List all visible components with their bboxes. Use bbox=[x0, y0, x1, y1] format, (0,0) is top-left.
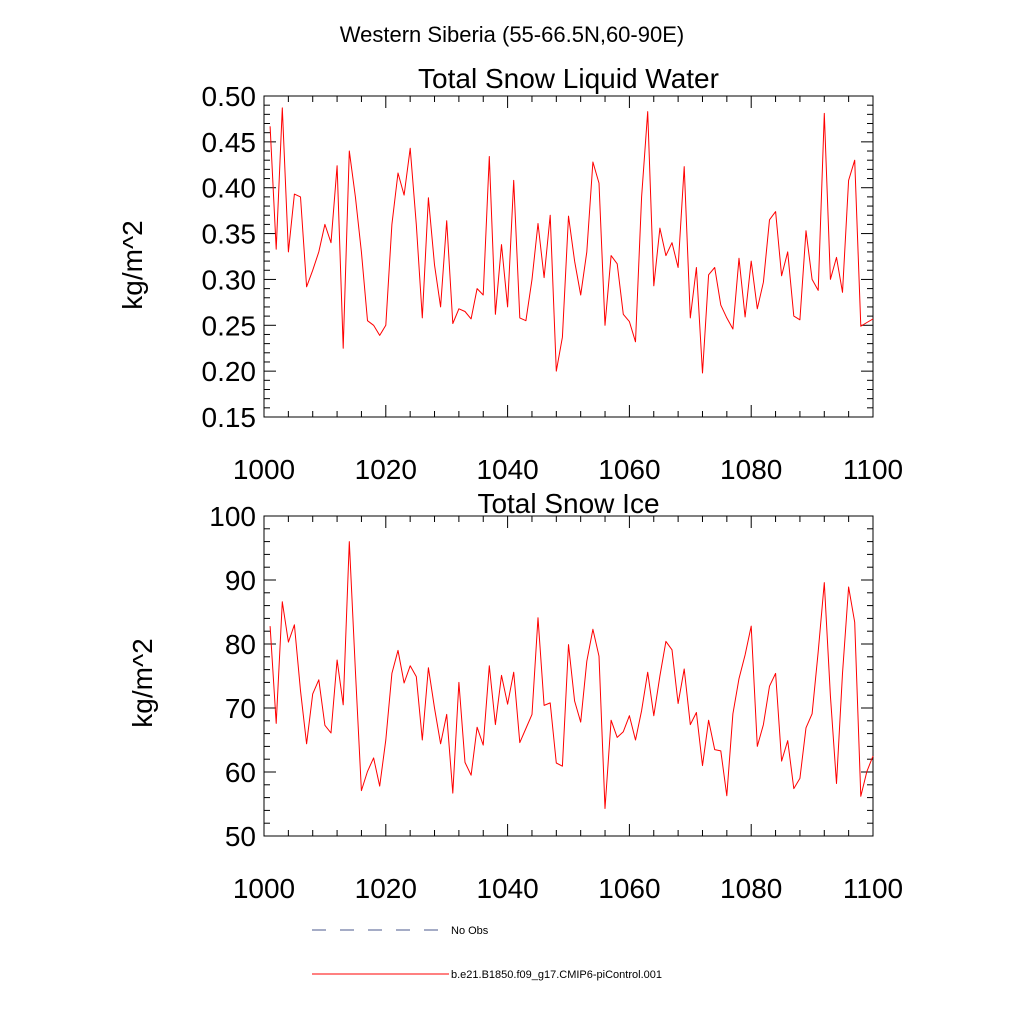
chart-0-xtick-label: 1020 bbox=[355, 454, 417, 485]
legend-label-model: b.e21.B1850.f09_g17.CMIP6-piControl.001 bbox=[451, 969, 662, 981]
chart-1-xtick-label: 1100 bbox=[843, 873, 903, 904]
chart-0-ylabel: kg/m^2 bbox=[117, 220, 148, 309]
chart-1-ytick-label: 100 bbox=[209, 501, 256, 532]
chart-1-ytick-label: 70 bbox=[225, 693, 256, 724]
chart-1-ytick-label: 90 bbox=[225, 565, 256, 596]
chart-1-title: Total Snow Ice bbox=[477, 488, 659, 519]
chart-0-xtick-label: 1100 bbox=[843, 454, 903, 485]
chart-1-xtick-label: 1060 bbox=[598, 873, 660, 904]
chart-0-frame bbox=[263, 95, 874, 418]
chart-0-xtick-label: 1080 bbox=[720, 454, 782, 485]
chart-0-ytick-label: 0.20 bbox=[202, 356, 257, 387]
chart-0-ytick-label: 0.30 bbox=[202, 264, 257, 295]
chart-1-xtick-label: 1080 bbox=[720, 873, 782, 904]
figure-suptitle: Western Siberia (55-66.5N,60-90E) bbox=[340, 22, 684, 47]
legend-label-no-obs: No Obs bbox=[451, 925, 489, 937]
chart-0-ytick-label: 0.25 bbox=[202, 310, 257, 341]
chart-0-ytick-label: 0.15 bbox=[202, 402, 257, 433]
chart-0-title: Total Snow Liquid Water bbox=[418, 63, 719, 94]
chart-1-ylabel: kg/m^2 bbox=[127, 638, 158, 727]
chart-0-ytick-label: 0.45 bbox=[202, 127, 257, 158]
chart-1-ytick-label: 60 bbox=[225, 757, 256, 788]
chart-snow-liquid-water: Total Snow Liquid Water kg/m^2 1000 1020 104… bbox=[117, 63, 903, 485]
chart-1-xtick-label: 1000 bbox=[233, 873, 295, 904]
chart-1-series-line bbox=[269, 541, 874, 809]
chart-0-xtick-label: 1060 bbox=[598, 454, 660, 485]
chart-1-ytick-label: 50 bbox=[225, 821, 256, 852]
chart-1-xtick-label: 1020 bbox=[355, 873, 417, 904]
chart-0-ytick-label: 0.35 bbox=[202, 219, 257, 250]
chart-1-frame bbox=[263, 515, 874, 837]
chart-0-xtick-label: 1040 bbox=[476, 454, 538, 485]
chart-0-ytick-label: 0.50 bbox=[202, 81, 257, 112]
chart-0-series-line bbox=[269, 107, 874, 374]
legend: No Obs b.e21.B1850.f09_g17.CMIP6-piContr… bbox=[312, 925, 662, 981]
chart-0-ytick-label: 0.40 bbox=[202, 173, 257, 204]
chart-0-xtick-label: 1000 bbox=[233, 454, 295, 485]
chart-snow-ice: Total Snow Ice kg/m^2 1000 1020 1040 1060 1080… bbox=[127, 488, 903, 904]
chart-1-ytick-label: 80 bbox=[225, 629, 256, 660]
chart-1-xtick-label: 1040 bbox=[476, 873, 538, 904]
